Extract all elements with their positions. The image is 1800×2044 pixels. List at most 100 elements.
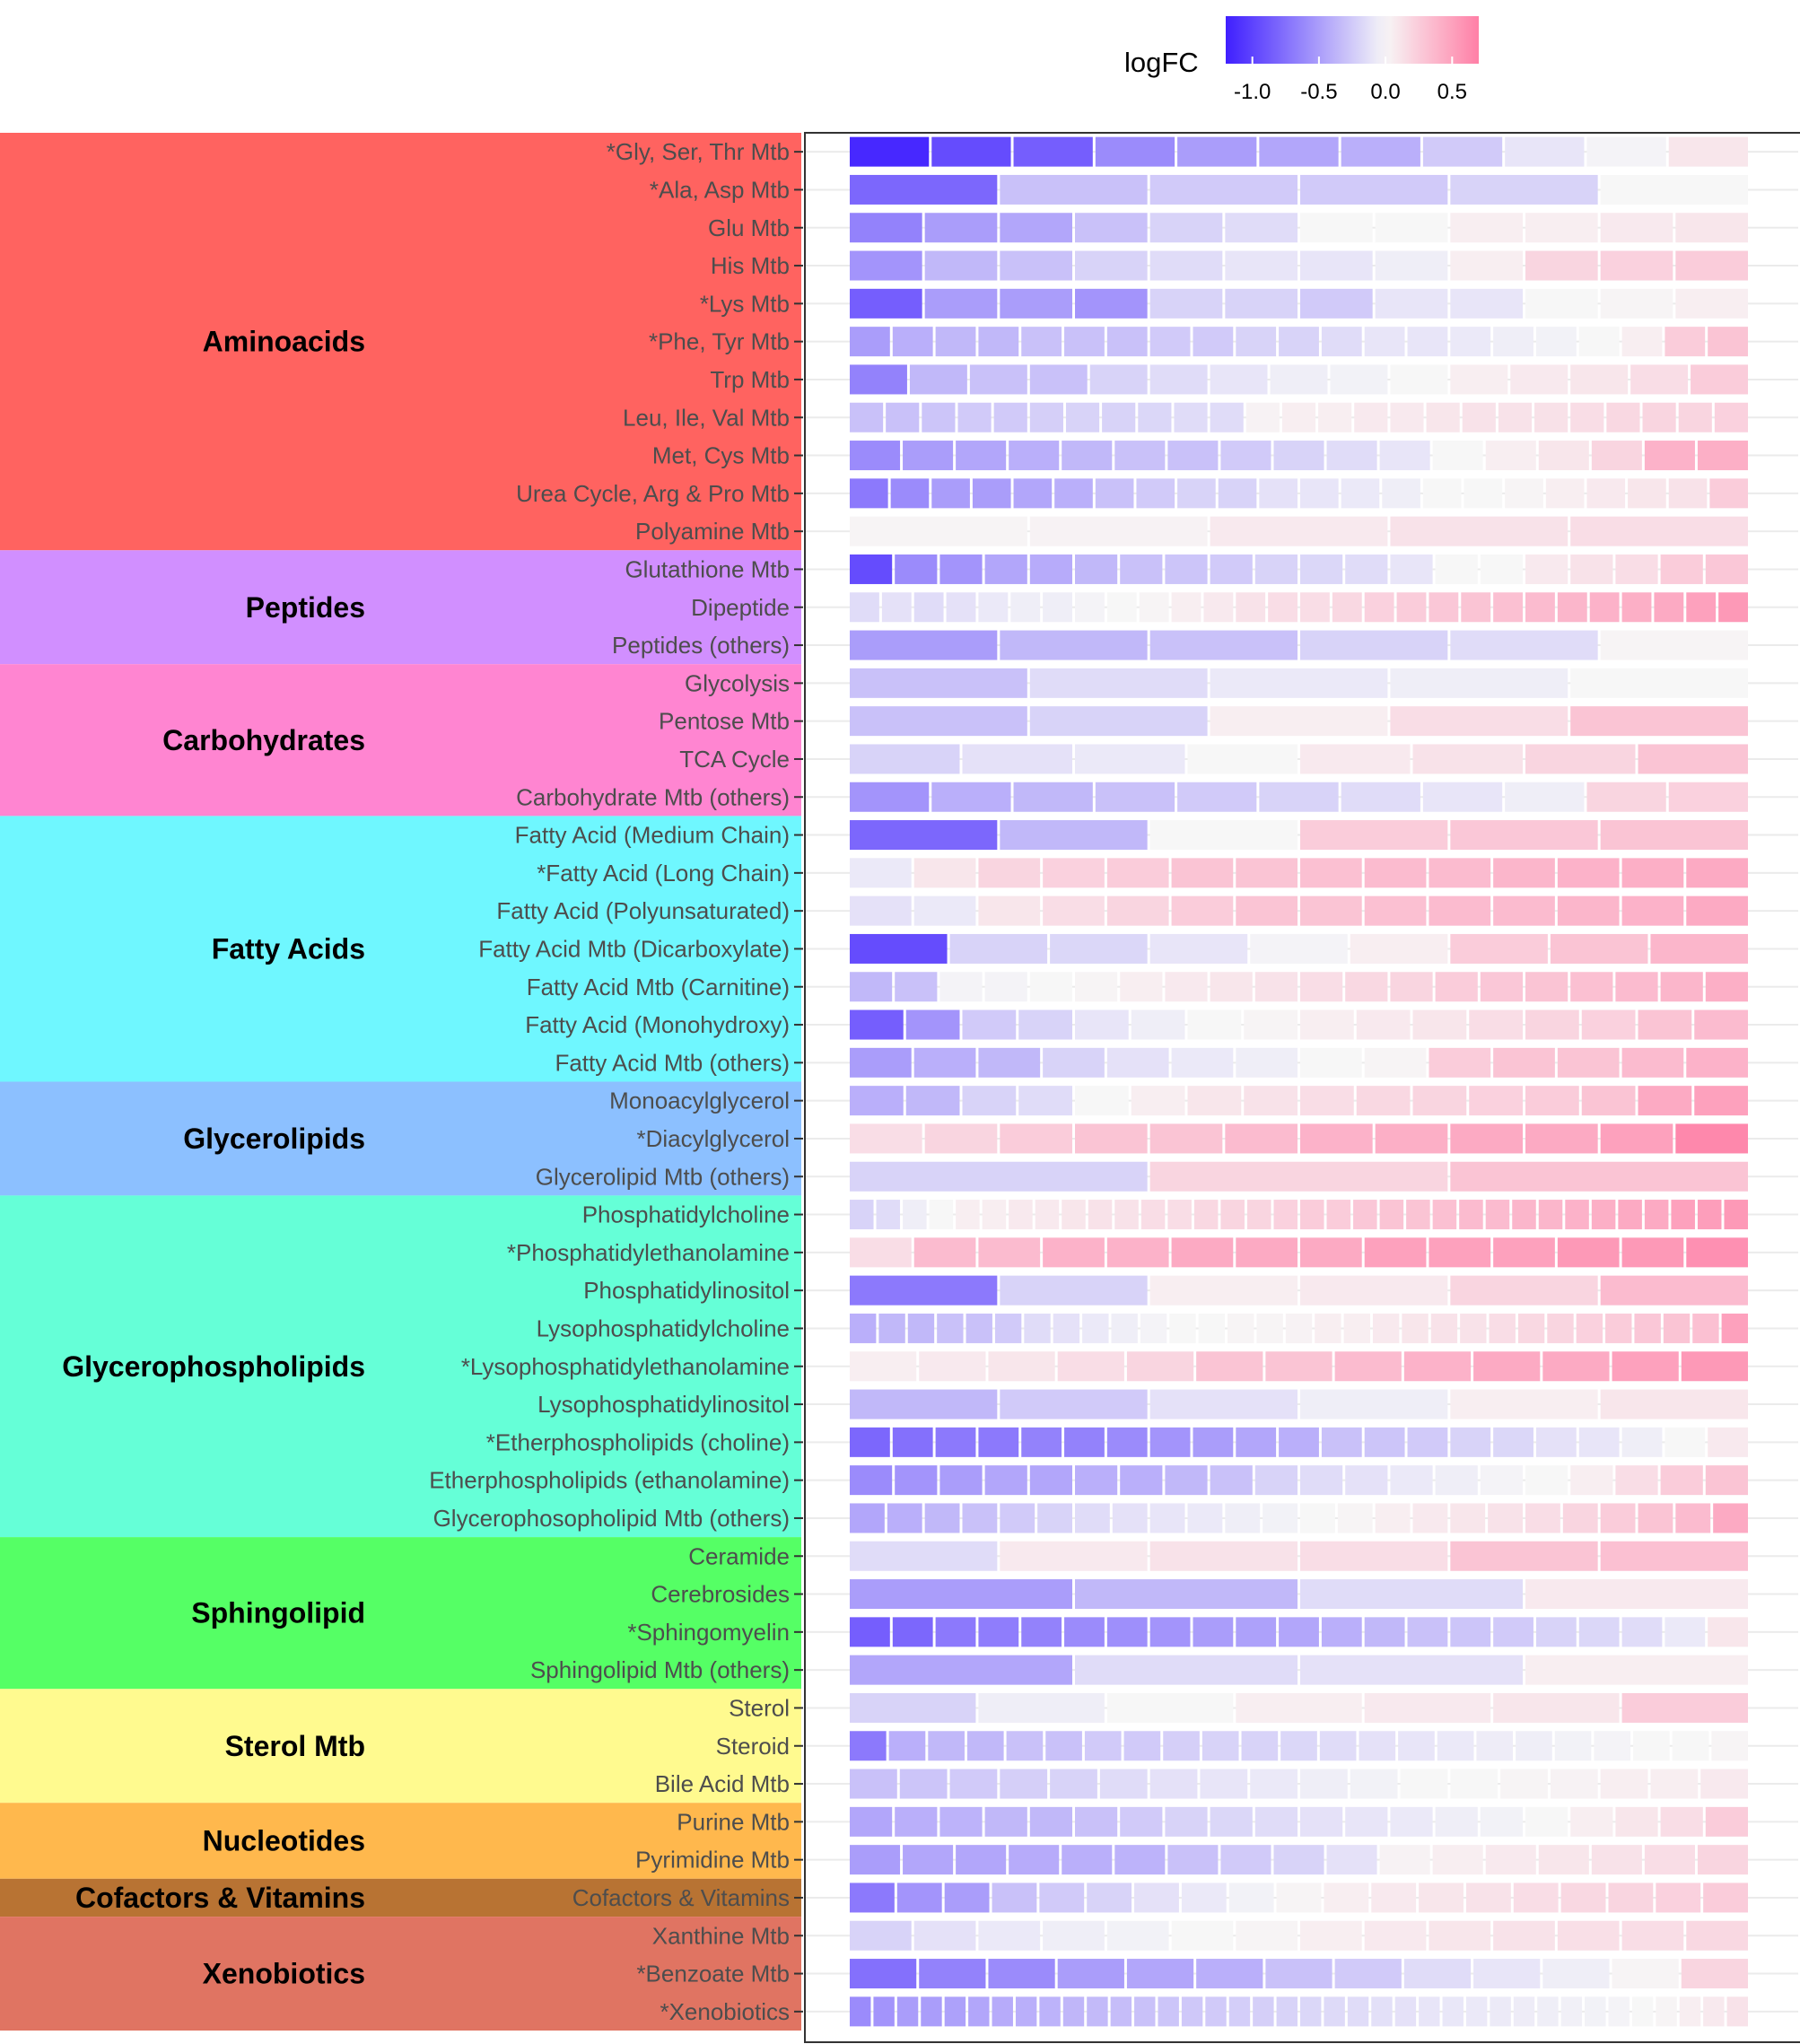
heatmap-tile [1594, 1731, 1631, 1761]
heatmap-tile [1000, 1275, 1148, 1306]
row-label: Fatty Acid Mtb (Carnitine) [527, 974, 790, 1000]
heatmap-tile [1062, 1845, 1113, 1875]
heatmap-tile [1663, 1313, 1691, 1343]
heatmap-tile [1493, 1237, 1555, 1268]
heatmap-tile [1205, 1996, 1227, 2027]
heatmap-tile [1300, 1579, 1523, 1610]
heatmap-tile [1241, 1731, 1279, 1761]
heatmap-tile [850, 364, 907, 395]
heatmap-tile [1576, 1313, 1603, 1343]
heatmap-tile [1379, 441, 1430, 471]
heatmap-tile [968, 1996, 990, 2027]
heatmap-tile [939, 1465, 983, 1496]
heatmap-tile [1586, 478, 1626, 509]
heatmap-tile [1537, 1996, 1559, 2027]
row-label: *Xenobiotics [660, 1998, 790, 2025]
heatmap-tile [1171, 592, 1201, 623]
plot-panel-border [804, 132, 1800, 2043]
heatmap-tile [1570, 1465, 1613, 1496]
heatmap-tile [1542, 1959, 1610, 1989]
heatmap-tile [1570, 364, 1629, 395]
heatmap-tile [978, 895, 1041, 926]
heatmap-tile [1064, 1427, 1105, 1457]
heatmap-tile [1419, 1996, 1440, 2027]
heatmap-tile [1671, 1200, 1695, 1230]
heatmap-tile [1708, 1427, 1748, 1457]
heatmap-tile [992, 1882, 1037, 1913]
row-label: *Ala, Asp Mtb [650, 176, 790, 203]
heatmap-tile [1029, 706, 1208, 737]
heatmap-tile [1228, 1996, 1251, 2027]
heatmap-tile [1681, 1351, 1748, 1382]
heatmap-tile [896, 1996, 919, 2027]
heatmap-tile [850, 288, 922, 319]
heatmap-tile [1225, 1123, 1298, 1154]
heatmap-tile [887, 1503, 922, 1533]
heatmap-tile [1412, 744, 1523, 774]
row-label: Urea Cycle, Arg & Pro Mtb [516, 480, 790, 507]
heatmap-tile [1665, 327, 1706, 357]
heatmap-tile [1633, 1731, 1670, 1761]
heatmap-tile [924, 250, 998, 281]
heatmap-tile [1364, 1617, 1405, 1647]
heatmap-tile [919, 1351, 986, 1382]
heatmap-tile [946, 592, 976, 623]
heatmap-tile [1126, 1959, 1194, 1989]
heatmap-tile [1075, 1086, 1129, 1116]
heatmap-tile [1450, 213, 1523, 243]
heatmap-tile [1606, 402, 1640, 432]
heatmap-tile [924, 288, 998, 319]
heatmap-tile [1686, 1047, 1748, 1078]
heatmap-tile [895, 1806, 938, 1837]
heatmap-tile [1656, 1996, 1677, 2027]
heatmap-tile [1043, 1047, 1105, 1078]
heatmap-tile [1330, 364, 1388, 395]
heatmap-tile [949, 933, 1048, 964]
heatmap-tile [895, 1465, 938, 1496]
heatmap-tile [957, 402, 992, 432]
heatmap-tile [1686, 895, 1748, 926]
heatmap-tile [1054, 478, 1093, 509]
heatmap-tile [1631, 1996, 1654, 2027]
heatmap-tile [1618, 1200, 1642, 1230]
heatmap-tile [1220, 1845, 1271, 1875]
heatmap-tile [1236, 1692, 1362, 1723]
heatmap-tile [1149, 933, 1248, 964]
heatmap-tile [1407, 327, 1448, 357]
heatmap-tile [1516, 1731, 1552, 1761]
legend-tick-label: 0.5 [1437, 80, 1467, 104]
heatmap-tile [850, 1806, 893, 1837]
heatmap-tile [1450, 288, 1523, 319]
heatmap-tile [890, 478, 930, 509]
heatmap-tile [850, 706, 1027, 737]
heatmap-tile [1075, 1503, 1110, 1533]
heatmap-tile [1642, 402, 1676, 432]
heatmap-tile [1510, 364, 1568, 395]
heatmap-tile [962, 1503, 998, 1533]
heatmap-tile [1225, 250, 1298, 281]
heatmap-tile [1390, 516, 1568, 546]
heatmap-tile [1402, 1313, 1429, 1343]
heatmap-tile [1400, 1769, 1448, 1799]
heatmap-tile [1281, 402, 1316, 432]
heatmap-tile [1120, 1465, 1163, 1496]
heatmap-tile [1621, 1427, 1663, 1457]
heatmap-tile [1634, 1313, 1661, 1343]
heatmap-tile [1435, 1465, 1478, 1496]
heatmap-tile [1476, 1731, 1514, 1761]
heatmap-tile [1082, 1313, 1109, 1343]
heatmap-tile [850, 972, 893, 1002]
heatmap-tile [1000, 820, 1148, 851]
heatmap-tile [1326, 441, 1377, 471]
heatmap-tile [1035, 1200, 1060, 1230]
row-label: Cofactors & Vitamins [572, 1884, 790, 1911]
heatmap-tile [1390, 1806, 1433, 1837]
heatmap-tile [850, 250, 922, 281]
heatmap-tile [1149, 1123, 1223, 1154]
heatmap-tile [1203, 592, 1234, 623]
heatmap-tile [1177, 136, 1257, 167]
heatmap-tile [1450, 1427, 1491, 1457]
heatmap-tile [1259, 136, 1339, 167]
row-label: Phosphatidylinositol [583, 1277, 790, 1304]
heatmap-tile [1106, 1047, 1169, 1078]
